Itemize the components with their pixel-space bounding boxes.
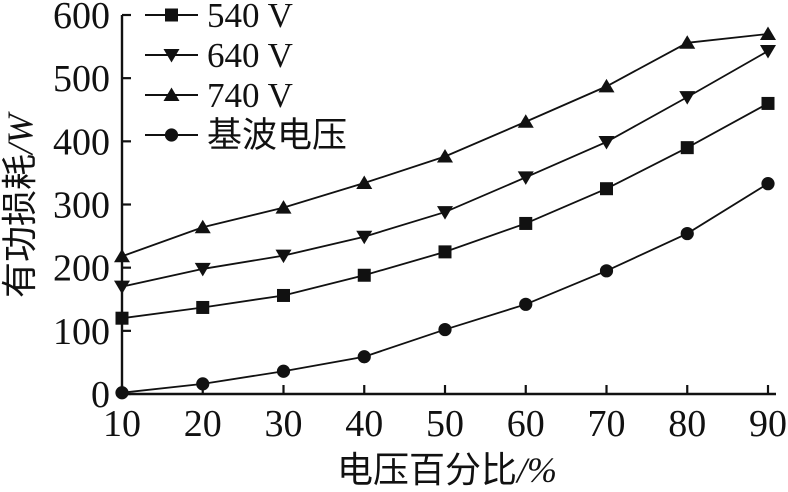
x-tick-label: 10 — [103, 403, 141, 445]
y-tick-label: 500 — [53, 58, 110, 100]
triangle-up-marker — [194, 219, 211, 234]
series-circle — [115, 177, 775, 400]
legend-label: 基波电压 — [207, 116, 347, 155]
series-square — [115, 96, 775, 325]
y-tick-label: 600 — [53, 0, 110, 37]
y-tick-label: 0 — [91, 374, 110, 416]
y-tick-label: 400 — [53, 121, 110, 163]
x-tick-label: 60 — [507, 403, 545, 445]
square-marker — [165, 8, 178, 22]
triangle-down-marker — [679, 91, 696, 105]
y-tick-label: 300 — [53, 185, 110, 227]
series-triangle-down — [114, 45, 776, 295]
circle-marker — [164, 128, 179, 142]
legend-item: 740 V — [145, 76, 293, 115]
circle-marker — [357, 350, 371, 364]
circle-marker — [276, 364, 291, 378]
legend-label: 740 V — [207, 76, 293, 115]
y-axis-title-text: 有功损耗 — [0, 154, 40, 298]
y-axis-title-unit: /W — [0, 111, 40, 156]
circle-marker — [599, 264, 614, 278]
x-axis-title-unit: /% — [515, 450, 557, 490]
triangle-up-marker — [679, 35, 696, 49]
triangle-up-marker — [356, 175, 373, 190]
circle-marker — [196, 377, 210, 391]
triangle-down-marker — [194, 262, 211, 277]
legend-item: 540 V — [145, 0, 293, 35]
triangle-up-marker — [114, 248, 130, 263]
x-axis-title: 电压百分比/% — [337, 450, 557, 490]
triangle-down-marker — [163, 49, 180, 63]
x-tick-label: 70 — [588, 403, 626, 445]
legend-label: 640 V — [207, 36, 293, 75]
series-group — [114, 26, 776, 400]
triangle-up-marker — [163, 87, 180, 101]
triangle-down-marker — [275, 249, 292, 264]
square-marker — [519, 216, 533, 230]
circle-marker — [438, 322, 452, 337]
y-tick-label: 100 — [53, 311, 110, 353]
x-tick-label: 30 — [265, 403, 303, 445]
legend-item: 640 V — [145, 36, 293, 75]
square-marker — [115, 311, 129, 325]
x-tick-label: 40 — [345, 403, 383, 445]
triangle-up-marker — [517, 114, 534, 128]
triangle-down-marker — [114, 280, 130, 295]
square-marker — [196, 300, 210, 314]
triangle-up-marker — [437, 148, 453, 163]
y-tick-label: 200 — [53, 248, 110, 290]
square-marker — [438, 245, 452, 259]
circle-marker — [680, 226, 694, 241]
square-marker — [357, 268, 371, 282]
circle-marker — [115, 386, 129, 400]
x-tick-label: 80 — [668, 403, 706, 445]
circle-marker — [761, 177, 775, 191]
triangle-up-marker — [760, 26, 776, 40]
x-tick-label: 20 — [184, 403, 222, 445]
triangle-down-marker — [356, 230, 373, 245]
triangle-up-marker — [275, 200, 292, 214]
triangle-down-marker — [437, 206, 453, 220]
square-marker — [277, 288, 290, 302]
square-marker — [600, 182, 613, 196]
x-tick-label: 50 — [426, 403, 464, 445]
triangle-down-marker — [517, 171, 534, 185]
triangle-up-marker — [598, 78, 615, 93]
x-tick-label: 90 — [749, 403, 787, 445]
axes: 0 100 200 300 400 500 600 10 20 30 40 50 60 70 80 90 — [53, 0, 787, 445]
legend-label: 540 V — [207, 0, 293, 35]
y-axis-title: 有功损耗/W — [0, 111, 40, 298]
triangle-down-marker — [598, 135, 615, 150]
square-marker — [761, 96, 775, 110]
x-axis-title-text: 电压百分比 — [337, 450, 517, 490]
legend-item: 基波电压 — [145, 116, 347, 155]
circle-marker — [519, 297, 533, 311]
series-triangle-up — [114, 26, 776, 263]
triangle-down-marker — [760, 45, 776, 59]
square-marker — [680, 141, 694, 155]
